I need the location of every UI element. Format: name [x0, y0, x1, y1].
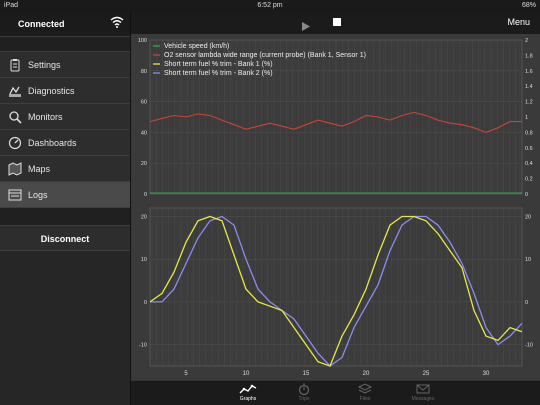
legend-entry: Short term fuel % trim - Bank 2 (%) — [164, 70, 273, 77]
logs-icon — [8, 188, 22, 202]
sidebar-item-logs[interactable]: Logs — [0, 181, 130, 207]
legend-entry: O2 sensor lambda wide range (current pro… — [164, 52, 366, 59]
tab-files[interactable]: Files — [335, 383, 395, 402]
legend-entry: Short term fuel % trim - Bank 1 (%) — [164, 61, 273, 68]
wifi-icon — [110, 16, 124, 30]
tab-graphs[interactable]: Graphs — [218, 383, 278, 402]
y-tick-label: 20 — [141, 161, 147, 167]
sidebar-item-diagnostics[interactable]: Diagnostics — [0, 77, 130, 103]
engine-icon — [8, 84, 22, 98]
y-right-tick-label: 0.4 — [525, 161, 533, 167]
x-tick-label: 15 — [303, 371, 310, 377]
y-right-tick-label: 1.8 — [525, 53, 533, 59]
y-right-tick-label: 1.6 — [525, 69, 533, 75]
map-icon — [8, 162, 22, 176]
x-tick-label: 25 — [423, 371, 430, 377]
sidebar-item-label: Logs — [28, 190, 48, 200]
stopwatch-icon — [298, 383, 310, 395]
sidebar-item-label: Diagnostics — [28, 86, 75, 96]
sidebar-spacer — [0, 207, 130, 225]
y-right-tick-label: 0.6 — [525, 146, 533, 152]
x-tick-label: 20 — [363, 371, 370, 377]
sidebar-item-maps[interactable]: Maps — [0, 155, 130, 181]
series-line-o2 — [149, 111, 522, 133]
envelope-icon — [416, 384, 430, 394]
y-right-tick-label: 2 — [525, 38, 528, 44]
x-tick-label: 5 — [184, 371, 188, 377]
status-bar: iPad 6:52 pm 68% — [0, 0, 540, 12]
x-tick-label: 10 — [243, 371, 250, 377]
y-right-tick-label: 0 — [525, 192, 528, 198]
stop-icon[interactable] — [333, 18, 341, 26]
tab-label: Files — [359, 396, 371, 402]
layers-icon — [357, 383, 373, 394]
connection-status: Connected — [18, 19, 65, 29]
y-tick-label: 80 — [141, 69, 147, 75]
y-right-tick-label: 1.4 — [525, 84, 533, 90]
series-line-bank1 — [149, 215, 523, 367]
sidebar-item-label: Dashboards — [28, 138, 77, 148]
sidebar-spacer — [0, 37, 130, 51]
y-tick-label: 40 — [141, 130, 147, 136]
y-right-tick-label: 0.2 — [525, 177, 533, 183]
log-chart[interactable]: 02040608010000.20.40.60.811.21.41.61.82V… — [131, 34, 540, 380]
graph-panel[interactable]: 0 20 40 60 80 100 0 0.2 0.4 0.6 0.8 1 1.2 1.4 1.6 1.8 2 V… — [131, 34, 540, 380]
sidebar-item-dashboards[interactable]: Dashboards — [0, 129, 130, 155]
y-tick-label: 0 — [144, 192, 147, 198]
y-right-tick-label: 0 — [525, 300, 528, 306]
tab-label: Graphs — [239, 396, 257, 402]
series-line-bank2 — [150, 215, 523, 367]
magnifier-icon — [8, 110, 22, 124]
y-tick-label: 20 — [141, 215, 147, 221]
battery-level: 68% — [521, 2, 536, 9]
y-right-tick-label: 1.2 — [525, 100, 533, 106]
y-right-tick-label: 0.8 — [525, 130, 533, 136]
y-right-tick-label: 1 — [525, 115, 528, 121]
y-right-tick-label: -10 — [525, 343, 533, 349]
connection-header: Connected — [0, 12, 130, 37]
y-tick-label: 0 — [144, 300, 147, 306]
tab-trips[interactable]: Trips — [274, 383, 334, 402]
tab-label: Messages — [411, 396, 435, 402]
toolbar: Menu — [131, 12, 540, 34]
sidebar: Connected Settings Diagnostics Monitors … — [0, 12, 131, 405]
menu-button[interactable]: Menu — [507, 17, 530, 27]
y-right-tick-label: 20 — [525, 215, 531, 221]
tab-label: Trips — [298, 396, 310, 402]
tab-messages[interactable]: Messages — [393, 383, 453, 402]
x-tick-label: 30 — [483, 371, 490, 377]
play-icon[interactable] — [302, 18, 310, 36]
y-tick-label: -10 — [139, 343, 147, 349]
sidebar-item-settings[interactable]: Settings — [0, 51, 130, 77]
y-right-tick-label: 10 — [525, 257, 531, 263]
gauge-icon — [8, 136, 22, 150]
graph-icon — [239, 384, 257, 394]
clipboard-icon — [8, 58, 22, 72]
clock: 6:52 pm — [257, 2, 283, 9]
y-tick-label: 60 — [141, 100, 147, 106]
disconnect-button[interactable]: Disconnect — [0, 225, 130, 251]
sidebar-item-monitors[interactable]: Monitors — [0, 103, 130, 129]
y-tick-label: 10 — [141, 257, 147, 263]
tab-bar: Graphs Trips Files Messages — [131, 380, 540, 405]
sidebar-item-label: Monitors — [28, 112, 63, 122]
sidebar-item-label: Settings — [28, 60, 61, 70]
sidebar-item-label: Maps — [28, 164, 51, 174]
y-tick-label: 100 — [138, 38, 147, 44]
device-name: iPad — [4, 2, 19, 9]
legend-entry: Vehicle speed (km/h) — [164, 43, 229, 50]
